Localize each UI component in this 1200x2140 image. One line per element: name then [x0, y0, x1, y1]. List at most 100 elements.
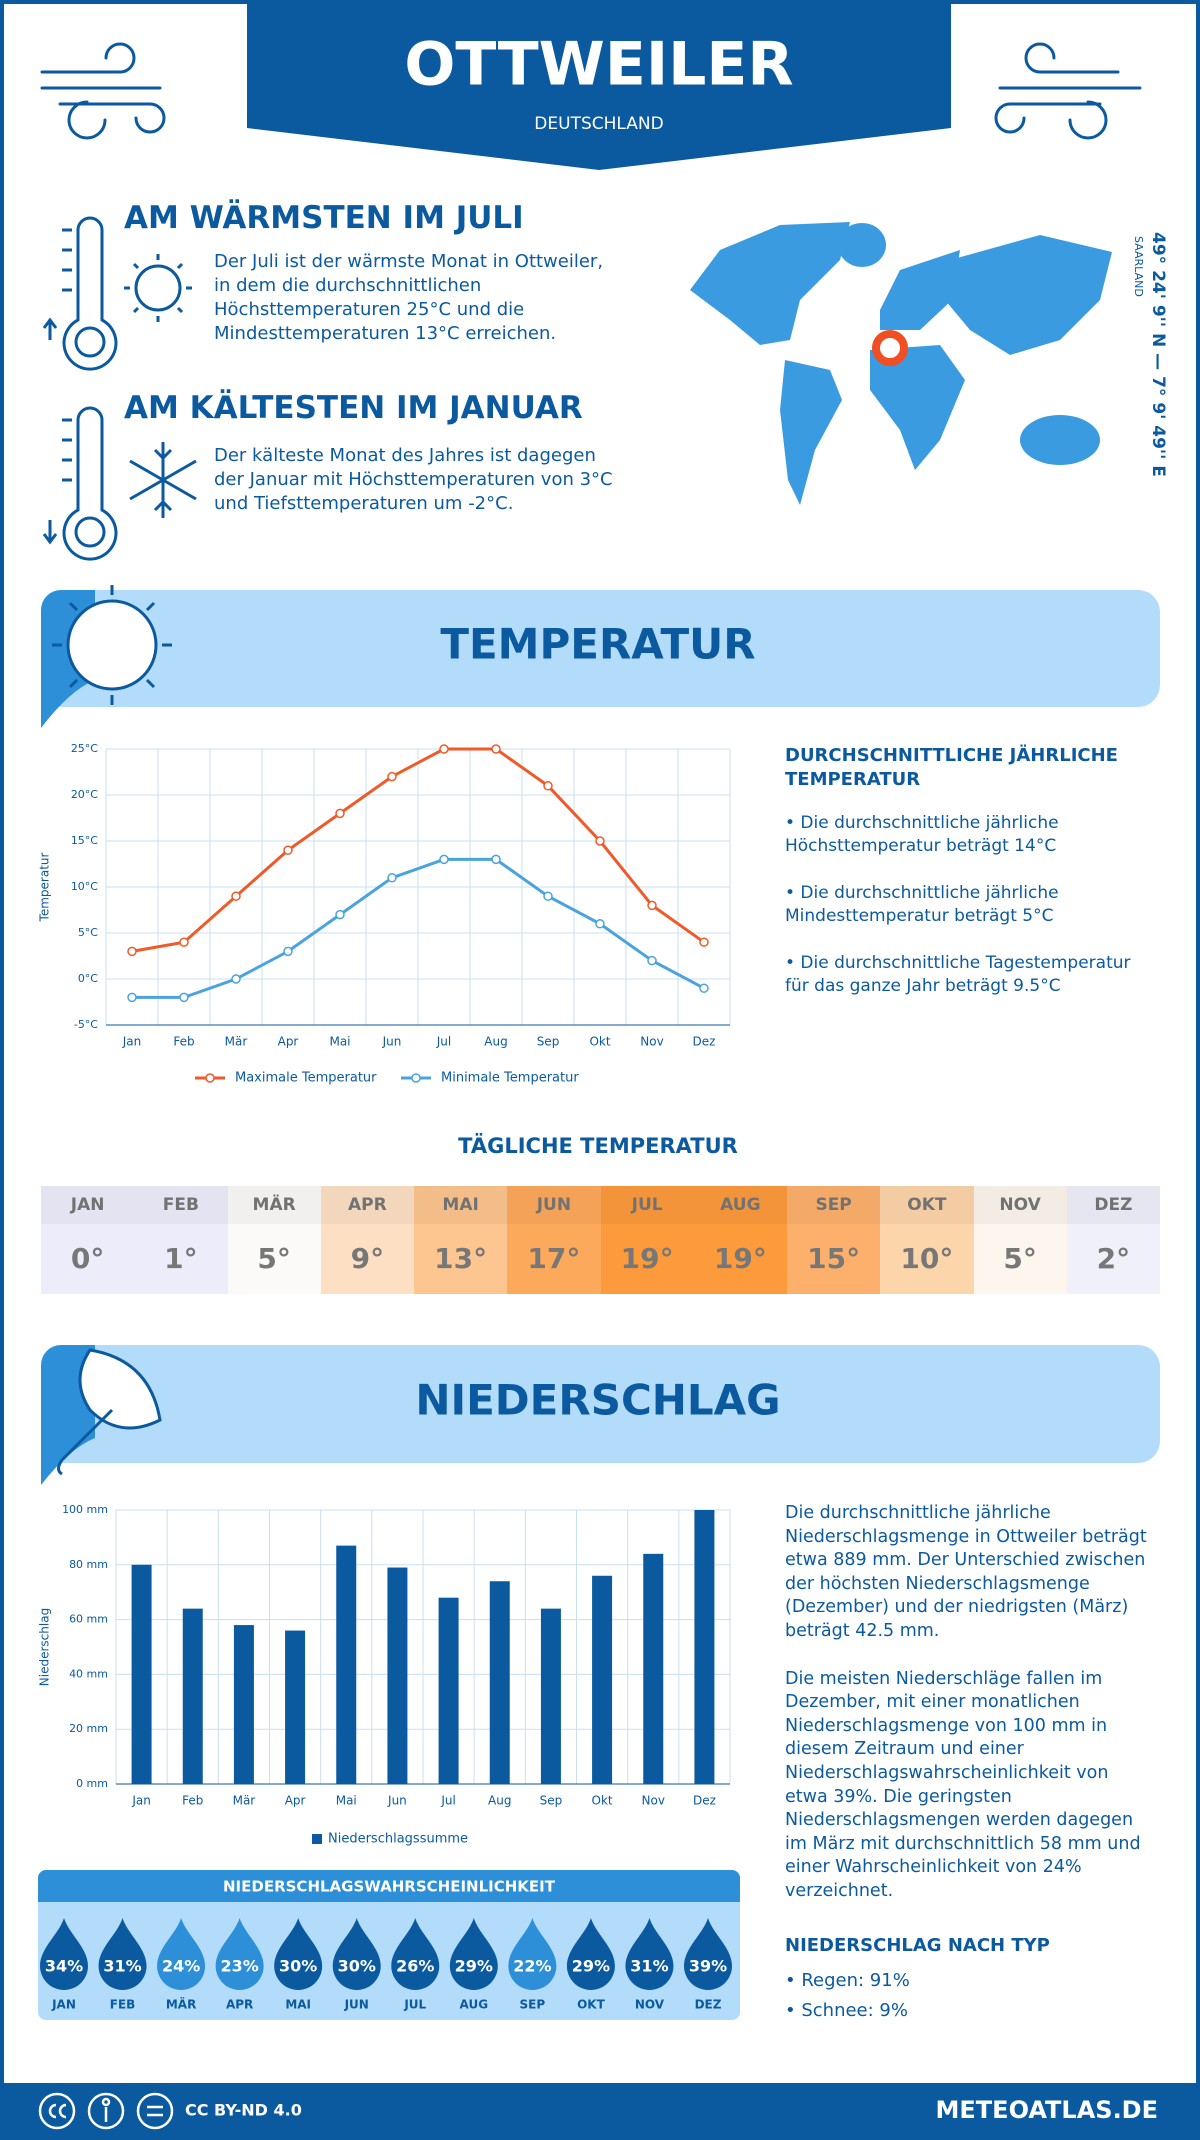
point: [387, 873, 397, 883]
temp-cell: 19°: [600, 1224, 694, 1294]
temp-cell: 5°: [227, 1224, 321, 1294]
license-icons: [38, 2092, 174, 2130]
type-heading: NIEDERSCHLAG NACH TYP: [785, 1935, 1050, 1956]
point: [335, 909, 345, 920]
y-tick-label: 80 mm: [69, 1558, 108, 1571]
temp-cell: 5°: [973, 1224, 1067, 1294]
bar: [182, 1608, 203, 1784]
x-tick-label: Feb: [182, 1794, 203, 1808]
world-map: [690, 222, 1112, 505]
drop: [332, 1918, 381, 1991]
probability-value: 29%: [572, 1957, 610, 1976]
x-tick-label: Jul: [440, 1794, 455, 1808]
line: [132, 857, 705, 999]
x-tick-label: Nov: [640, 1035, 663, 1049]
probability-month: DEZ: [695, 1998, 722, 2012]
point: [543, 781, 553, 791]
month-cell: MÄR: [227, 1186, 321, 1224]
x-tick-label: Jun: [387, 1794, 407, 1808]
precipitation-banner: [41, 1345, 1160, 1463]
probability-value: 30%: [279, 1957, 317, 1976]
x-tick-label: Aug: [484, 1035, 507, 1049]
probability-title: NIEDERSCHLAGSWAHRSCHEINLICHKEIT: [223, 1878, 556, 1896]
point: [491, 854, 501, 865]
sun-banner-icon: [52, 585, 172, 705]
point: [647, 900, 657, 911]
warmest-title: AM WÄRMSTEN IM JULI: [124, 200, 524, 236]
probability-value: 31%: [103, 1957, 141, 1976]
point: [127, 946, 137, 957]
temp-cell: 15°: [787, 1224, 881, 1294]
y-tick-label: 40 mm: [69, 1667, 108, 1680]
point: [699, 983, 709, 993]
x-tick-label: Aug: [488, 1794, 511, 1808]
point: [543, 891, 553, 901]
y-axis-label: Temperatur: [38, 852, 52, 922]
month-cell: JAN: [41, 1186, 135, 1224]
month-cell: DEZ: [1066, 1186, 1160, 1224]
temp-info-list: • Die durchschnittliche jährliche Höchst…: [785, 812, 1155, 1022]
drop: [625, 1918, 674, 1991]
point: [231, 974, 241, 984]
probability-month: MÄR: [166, 1997, 196, 2012]
legend-marker: [312, 1834, 322, 1844]
type-list: • Regen: 91% • Schnee: 9%: [785, 1966, 1155, 2026]
x-tick-label: Okt: [592, 1794, 613, 1808]
coordinates: 49° 24' 9'' N — 7° 9' 49'' E: [1148, 232, 1168, 477]
x-tick-label: Jul: [436, 1035, 451, 1049]
probability-month: JAN: [51, 1998, 76, 2012]
drop: [40, 1918, 88, 1990]
point: [127, 992, 137, 1003]
bar: [592, 1575, 613, 1784]
x-tick-label: Sep: [537, 1035, 560, 1049]
temp-cell: 13°: [414, 1224, 508, 1294]
drop: [157, 1918, 206, 1991]
probability-month: NOV: [635, 1998, 665, 2012]
probability-value: 39%: [689, 1957, 727, 1976]
month-cell: JUL: [600, 1186, 694, 1224]
temp-cell: 10°: [880, 1224, 974, 1294]
y-tick-label: 15°C: [71, 834, 98, 847]
drop: [508, 1918, 557, 1991]
drop: [274, 1918, 323, 1991]
probability-value: 34%: [45, 1957, 83, 1976]
x-tick-label: Jan: [122, 1035, 142, 1049]
probability-value: 26%: [396, 1957, 434, 1976]
header-banner: [247, 0, 951, 170]
x-tick-label: Dez: [693, 1794, 716, 1808]
wind-icons: [40, 42, 1142, 140]
x-tick-label: Nov: [642, 1794, 665, 1808]
probability-value: 30%: [338, 1957, 376, 1976]
point: [699, 937, 709, 947]
country: DEUTSCHLAND: [534, 114, 663, 134]
point: [439, 854, 449, 865]
drop: [215, 1918, 264, 1990]
point: [335, 808, 345, 819]
probability-value: 29%: [455, 1957, 493, 1976]
drop: [391, 1918, 440, 1991]
month-cell: APR: [320, 1186, 414, 1224]
x-tick-label: Apr: [278, 1035, 299, 1049]
point: [439, 744, 449, 754]
month-cell: MAI: [414, 1186, 508, 1224]
coldest-title: AM KÄLTESTEN IM JANUAR: [124, 390, 583, 426]
probability-value: 22%: [513, 1957, 551, 1976]
bullet: • Die durchschnittliche jährliche Höchst…: [785, 813, 1059, 856]
point: [387, 771, 397, 782]
y-tick-label: 20 mm: [69, 1722, 108, 1735]
point: [647, 955, 657, 966]
probability-box: [38, 1870, 740, 2020]
probability-month: OKT: [577, 1998, 606, 2012]
bar: [540, 1608, 561, 1784]
paragraph: Die durchschnittliche jährliche Niedersc…: [785, 1503, 1147, 1641]
section-title: NIEDERSCHLAG: [415, 1376, 780, 1425]
drop: [684, 1918, 732, 1990]
x-tick-label: Okt: [589, 1035, 610, 1049]
month-cell: NOV: [973, 1186, 1067, 1224]
temp-cell: 9°: [320, 1224, 414, 1294]
paragraph: Die meisten Niederschläge fallen im Deze…: [785, 1668, 1141, 1901]
drop: [98, 1918, 147, 1991]
point: [179, 937, 189, 947]
y-tick-label: 60 mm: [69, 1613, 108, 1626]
y-tick-label: 20°C: [71, 788, 98, 801]
